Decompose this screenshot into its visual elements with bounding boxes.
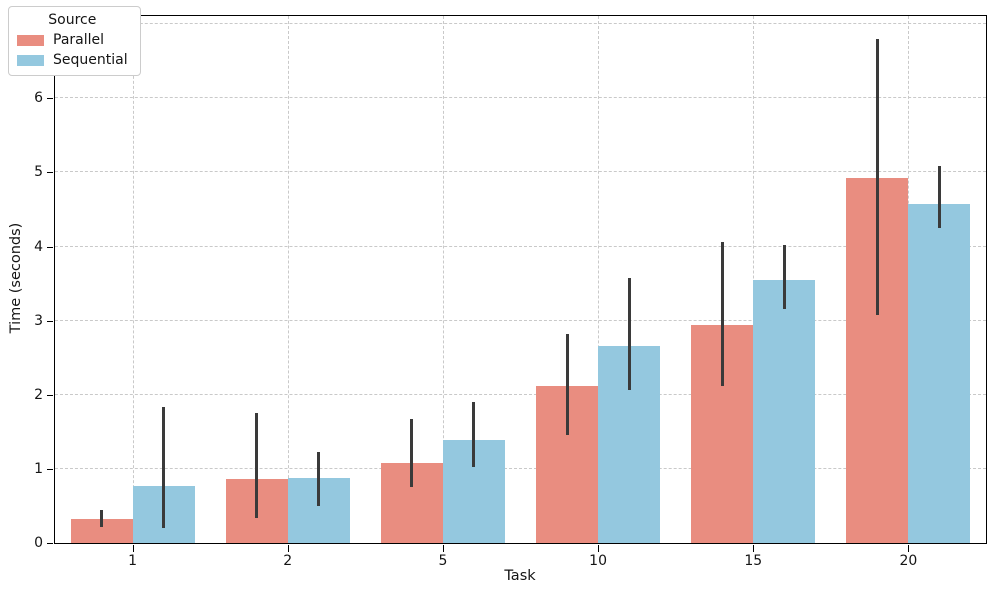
y-tick-label: 0 (34, 535, 43, 551)
y-tick-mark (47, 246, 53, 248)
x-tick-label: 15 (744, 553, 763, 569)
sequential-error-bar (937, 165, 941, 228)
x-tick-mark (598, 545, 600, 552)
parallel-error-bar (565, 334, 569, 435)
legend-entry-parallel: Parallel (17, 32, 128, 48)
y-gridline (55, 171, 986, 173)
sequential-error-bar (472, 402, 476, 467)
x-tick-label: 5 (438, 553, 448, 569)
y-tick-mark (47, 98, 53, 100)
x-gridline (442, 16, 444, 543)
legend-title: Source (48, 12, 97, 28)
sequential-error-bar (162, 406, 166, 529)
parallel-bar (70, 519, 133, 543)
parallel-error-bar (410, 419, 414, 488)
y-tick-label: 3 (34, 312, 43, 329)
x-gridline (753, 16, 755, 543)
x-tick-label: 2 (283, 553, 293, 569)
y-gridline (55, 467, 986, 469)
x-tick-label: 20 (899, 553, 918, 569)
y-tick-mark (47, 543, 53, 544)
x-gridline (132, 16, 134, 543)
sequential-bar (753, 279, 816, 543)
x-gridline (287, 16, 289, 543)
parallel-error-bar (100, 510, 104, 528)
y-gridline (55, 23, 986, 25)
x-gridline (598, 16, 600, 543)
y-tick-label: 6 (34, 90, 43, 107)
y-tick-mark (47, 394, 53, 396)
x-tick-mark (287, 545, 289, 552)
sequential-error-bar (782, 245, 786, 309)
sequential-error-bar (317, 451, 321, 506)
x-tick-mark (132, 545, 134, 552)
x-tick-mark (753, 545, 755, 552)
legend-entry-sequential: Sequential (17, 52, 128, 68)
y-tick-mark (47, 468, 53, 470)
x-tick-label: 10 (589, 553, 607, 569)
plot-area: 01234567125101520 (34, 15, 987, 569)
y-tick-mark (47, 320, 53, 322)
y-tick-mark (47, 172, 53, 174)
sequential-error-bar (627, 278, 631, 391)
x-tick-mark (908, 545, 910, 552)
y-tick-label: 5 (34, 164, 43, 181)
x-tick-label: 1 (128, 553, 138, 569)
parallel-error-bar (255, 412, 259, 518)
parallel-error-bar (720, 242, 724, 386)
legend: Source Parallel Sequential (8, 6, 141, 76)
sequential-bar (908, 203, 971, 543)
x-tick-mark (442, 545, 444, 552)
y-gridline (55, 319, 986, 321)
sequential-swatch-icon (17, 54, 44, 66)
parallel-error-bar (875, 39, 879, 315)
x-axis-label: Task (504, 568, 536, 584)
y-gridline (55, 245, 986, 247)
y-gridline (55, 97, 986, 99)
y-gridline (55, 393, 986, 395)
legend-label: Sequential (53, 52, 128, 68)
y-axis-label: Time (seconds) (8, 222, 24, 334)
legend-label: Parallel (53, 32, 105, 48)
parallel-swatch-icon (17, 34, 44, 46)
y-tick-label: 2 (34, 386, 43, 403)
y-tick-label: 4 (34, 238, 43, 255)
y-tick-label: 1 (34, 460, 43, 477)
